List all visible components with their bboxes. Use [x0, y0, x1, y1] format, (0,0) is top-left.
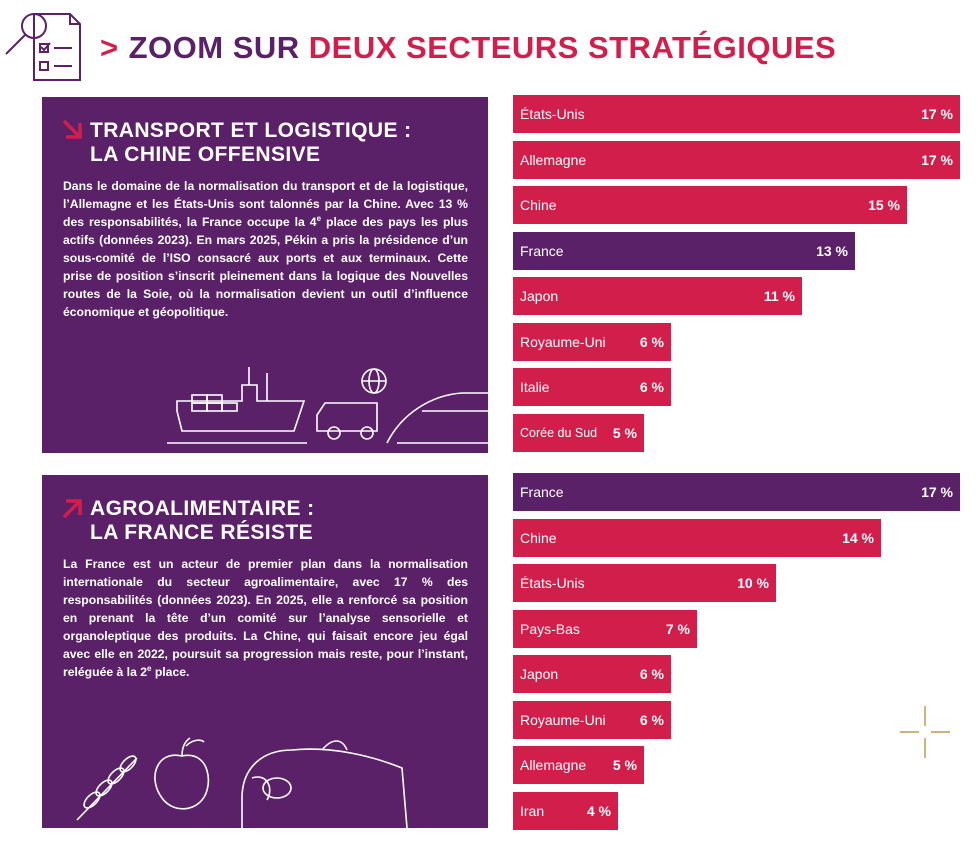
- transport-bar-chart: États-Unis 17 % Allemagne 17 % Chine 15 % Fran…: [513, 95, 973, 455]
- agrifood-panel: AGROALIMENTAIRE : LA FRANCE RÉSISTE La F…: [42, 475, 488, 828]
- transport-title-line1: TRANSPORT ET LOGISTIQUE :: [90, 119, 412, 142]
- bar-value-label: 6 %: [639, 711, 664, 728]
- bar-category-label: France: [520, 484, 564, 500]
- bar-category-label: Italie: [520, 379, 550, 395]
- agrifood-title: AGROALIMENTAIRE : LA FRANCE RÉSISTE: [90, 497, 315, 545]
- page-title-part1: ZOOM SUR: [128, 30, 309, 65]
- transport-panel: TRANSPORT ET LOGISTIQUE : LA CHINE OFFEN…: [42, 97, 488, 453]
- bar-4: Japon 6 %: [513, 655, 671, 693]
- bar-5: Royaume-Uni 6 %: [513, 322, 671, 361]
- bar-1: Allemagne 17 %: [513, 140, 960, 179]
- chevron-right-icon: >: [100, 30, 119, 65]
- bar-value-label: 4 %: [586, 802, 611, 819]
- bar-3: France 13 %: [513, 231, 855, 270]
- agrifood-title-line1: AGROALIMENTAIRE :: [90, 497, 315, 520]
- arrow-down-right-icon: [62, 119, 82, 139]
- agrifood-bar-chart: France 17 % Chine 14 % États-Unis 10 % Pays-Ba…: [513, 473, 973, 833]
- transport-title: TRANSPORT ET LOGISTIQUE : LA CHINE OFFEN…: [90, 119, 412, 167]
- bar-value-label: 6 %: [639, 333, 664, 350]
- bar-6: Allemagne 5 %: [513, 746, 644, 784]
- bar-value-label: 17 %: [921, 484, 953, 500]
- bar-category-label: Iran: [520, 802, 545, 819]
- bar-0: France 17 %: [513, 473, 960, 511]
- bar-category-label: États-Unis: [520, 575, 585, 591]
- wheat-apple-cow-illustration: [76, 737, 408, 828]
- bar-category-label: Pays-Bas: [520, 620, 580, 637]
- bar-value-label: 15 %: [868, 197, 900, 213]
- bar-category-label: Allemagne: [520, 151, 587, 168]
- bar-category-label: Royaume-Uni: [520, 711, 606, 728]
- bar-category-label: Chine: [520, 197, 557, 213]
- magnifier-checklist-icon: [5, 13, 81, 81]
- arrow-up-right-icon: [62, 499, 82, 519]
- bar-value-label: 17 %: [921, 151, 953, 168]
- bar-value-label: 6 %: [639, 666, 664, 682]
- bar-category-label: Japon: [520, 666, 559, 682]
- transport-title-line2: LA CHINE OFFENSIVE: [90, 143, 321, 166]
- agrifood-text: La France est un acteur de premier plan …: [63, 557, 468, 679]
- bar-value-label: 11 %: [763, 288, 795, 304]
- bar-7: Corée du Sud 5 %: [513, 413, 644, 452]
- bar-category-label: Corée du Sud: [520, 425, 598, 440]
- transport-text: Dans le domaine de la normalisation du t…: [63, 179, 468, 319]
- bar-category-label: États-Unis: [520, 106, 585, 122]
- page-title-part2: DEUX SECTEURS STRATÉGIQUES: [308, 30, 837, 65]
- bar-value-label: 7 %: [665, 620, 690, 637]
- bar-value-label: 13 %: [816, 242, 848, 259]
- page-header: > ZOOM SUR DEUX SECTEURS STRATÉGIQUES: [0, 0, 980, 90]
- bar-category-label: Royaume-Uni: [520, 333, 606, 350]
- ship-truck-train-illustration: [167, 367, 488, 444]
- bar-value-label: 17 %: [921, 106, 953, 122]
- bar-2: États-Unis 10 %: [513, 564, 776, 602]
- page-title: > ZOOM SUR DEUX SECTEURS STRATÉGIQUES: [100, 30, 836, 66]
- bar-2: Chine 15 %: [513, 186, 907, 224]
- bar-value-label: 10 %: [737, 575, 769, 591]
- bar-value-label: 14 %: [842, 529, 874, 546]
- bar-value-label: 5 %: [612, 757, 637, 773]
- bar-value-label: 6 %: [639, 379, 664, 395]
- bar-5: Royaume-Uni 6 %: [513, 700, 671, 739]
- bar-6: Italie 6 %: [513, 368, 671, 406]
- bar-category-label: Allemagne: [520, 757, 587, 773]
- bar-0: États-Unis 17 %: [513, 95, 960, 133]
- bar-7: Iran 4 %: [513, 791, 618, 830]
- bar-4: Japon 11 %: [513, 277, 802, 315]
- bar-category-label: France: [520, 242, 564, 259]
- bar-value-label: 5 %: [612, 424, 637, 441]
- agrifood-title-line2: LA FRANCE RÉSISTE: [90, 521, 314, 544]
- bar-category-label: Chine: [520, 529, 557, 546]
- bar-3: Pays-Bas 7 %: [513, 609, 697, 648]
- bar-1: Chine 14 %: [513, 518, 881, 557]
- crosshair-decoration-icon: [900, 706, 950, 758]
- bar-category-label: Japon: [520, 288, 559, 304]
